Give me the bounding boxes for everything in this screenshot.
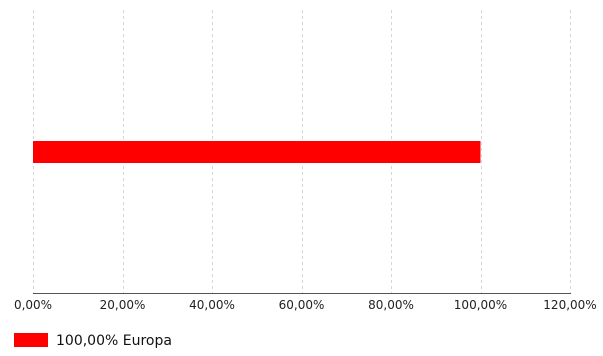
x-tick-label-4: 80,00% xyxy=(368,298,414,312)
legend: 100,00% Europa xyxy=(14,333,172,349)
x-axis-ticks: 0,00% 20,00% 40,00% 60,00% 80,00% 100,00% 120,… xyxy=(14,298,597,312)
bars xyxy=(33,141,481,163)
x-tick-label-3: 60,00% xyxy=(279,298,325,312)
bar-europa xyxy=(33,141,481,163)
x-tick-label-5: 100,00% xyxy=(454,298,507,312)
legend-label-0: 100,00% Europa xyxy=(56,333,172,349)
x-tick-label-6: 120,00% xyxy=(543,298,596,312)
x-tick-label-2: 40,00% xyxy=(189,298,235,312)
x-tick-label-0: 0,00% xyxy=(14,298,52,312)
x-tick-label-1: 20,00% xyxy=(100,298,146,312)
grid-lines xyxy=(33,10,571,293)
legend-swatch-0 xyxy=(14,333,48,347)
